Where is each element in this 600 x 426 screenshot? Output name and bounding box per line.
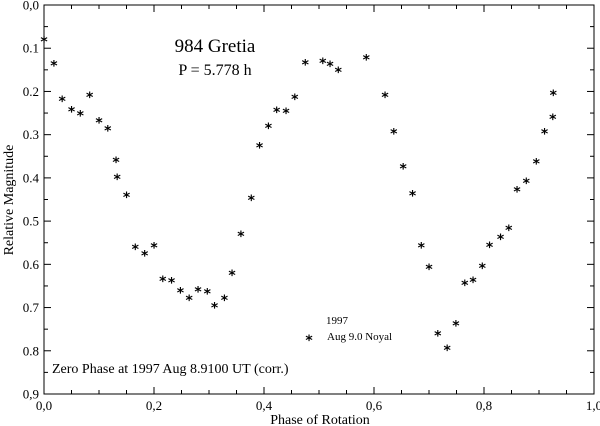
data-point: * [443, 343, 451, 359]
data-point: * [418, 240, 426, 256]
data-point: * [256, 141, 264, 157]
data-point: * [113, 172, 121, 188]
data-point: * [326, 59, 334, 75]
data-point: * [168, 275, 176, 291]
legend-marker: * [305, 333, 313, 349]
data-point: * [123, 190, 131, 206]
data-point: * [390, 126, 398, 142]
chart-subtitle: P = 5.778 h [178, 62, 251, 79]
data-point: * [399, 161, 407, 177]
y-tick-label: 0.7 [23, 300, 40, 315]
y-tick-label: 0.1 [23, 41, 39, 56]
data-point: * [434, 329, 442, 345]
data-point: * [335, 65, 343, 81]
data-point: * [211, 301, 219, 317]
x-tick-label: 0,4 [256, 398, 273, 413]
data-point: * [550, 88, 558, 104]
y-axis-title: Relative Magnitude [2, 145, 17, 256]
zero-phase-annotation: Zero Phase at 1997 Aug 8.9100 UT (corr.) [52, 362, 289, 377]
data-point: * [68, 104, 76, 120]
data-point: * [486, 240, 494, 256]
y-tick-label: 0.3 [23, 127, 39, 142]
data-point: * [291, 92, 299, 108]
data-point: * [141, 249, 149, 265]
x-tick-label: 0,2 [146, 398, 162, 413]
data-point: * [150, 240, 158, 256]
y-tick-label: 0.6 [23, 257, 40, 272]
data-point: * [273, 105, 281, 121]
x-tick-label: 1,0 [586, 398, 600, 413]
data-point: * [461, 278, 469, 294]
data-point: * [221, 293, 229, 309]
data-point: * [237, 229, 245, 245]
data-point: * [523, 176, 531, 192]
data-point: * [50, 59, 58, 75]
data-point: * [533, 157, 541, 173]
data-point: * [40, 35, 48, 51]
data-point: * [541, 126, 549, 142]
data-point: * [497, 232, 505, 248]
data-point: * [513, 185, 521, 201]
data-point: * [186, 293, 194, 309]
chart-title: 984 Gretia [175, 36, 256, 57]
x-tick-label: 0,6 [366, 398, 383, 413]
data-point: * [282, 106, 290, 122]
y-tick-label: 0.8 [23, 343, 39, 358]
data-point: * [248, 193, 256, 209]
data-point: * [469, 275, 477, 291]
data-point: * [228, 268, 236, 284]
y-tick-label: 0,0 [23, 0, 39, 13]
x-tick-label: 0,8 [476, 398, 492, 413]
data-point: * [77, 109, 85, 125]
data-point: * [425, 262, 433, 278]
data-point: * [549, 112, 557, 128]
data-point: * [302, 58, 310, 74]
data-point: * [479, 261, 487, 277]
data-point: * [58, 94, 66, 110]
y-tick-label: 0.4 [23, 170, 40, 185]
x-axis-title: Phase of Rotation [270, 413, 370, 426]
legend-entry: Aug 9.0 Noyal [327, 331, 392, 343]
legend-year: 1997 [326, 315, 349, 327]
axis-tick-labels: 0,0 0,2 0,4 0,6 0,8 1,00,00.10.20.30.40.50.60… [23, 0, 600, 413]
data-point: * [381, 90, 389, 106]
data-point: * [505, 223, 513, 239]
y-tick-label: 0.5 [23, 214, 39, 229]
data-point: * [409, 189, 417, 205]
data-point: * [159, 274, 167, 290]
data-point: * [452, 319, 460, 335]
data-point: * [132, 242, 140, 258]
y-tick-label: 0.2 [23, 84, 39, 99]
data-point: * [177, 285, 185, 301]
data-point: * [194, 285, 202, 301]
data-point: * [86, 90, 94, 106]
y-tick-label: 0,9 [23, 387, 39, 402]
data-point: * [104, 123, 112, 139]
data-points: **** *** ***** *** ** ** ** ******* *** * * *******… [40, 35, 557, 359]
data-point: * [112, 155, 120, 171]
data-point: * [265, 121, 273, 137]
data-point: * [363, 52, 371, 68]
data-point: * [95, 116, 103, 132]
